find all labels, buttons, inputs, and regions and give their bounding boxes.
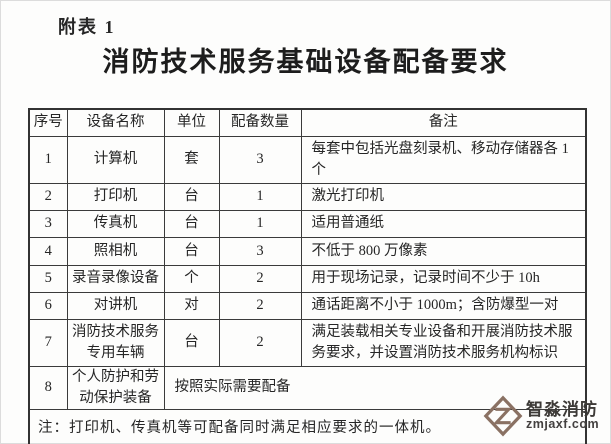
table-row: 3 传真机 台 1 适用普通纸 xyxy=(28,209,587,238)
cell-remark: 不低于 800 万像素 xyxy=(300,236,587,266)
cell-name: 个人防护和劳动保护装备 xyxy=(66,365,165,410)
zmjaxf-logo-icon xyxy=(483,395,523,437)
cell-no: 4 xyxy=(28,236,68,266)
cell-qty: 1 xyxy=(218,209,302,238)
watermark-text: 智淼消防 zmjaxf.com xyxy=(526,399,600,432)
brand-domain: zmjaxf.com xyxy=(526,417,600,432)
table-row: 8 个人防护和劳动保护装备 按照实际需要配备 xyxy=(28,365,587,410)
watermark: 智淼消防 zmjaxf.com xyxy=(482,394,599,438)
cell-remark: 满足装载相关专业设备和开展消防技术服务要求，并设置消防技术服务机构标识 xyxy=(300,318,587,367)
cell-qty: 2 xyxy=(218,264,302,293)
table-row: 1 计算机 套 3 每套中包括光盘刻录机、移动存储器各 1 个 xyxy=(28,135,587,184)
brand-name: 智淼消防 xyxy=(526,399,598,419)
cell-qty: 2 xyxy=(218,318,302,367)
cell-qty: 3 xyxy=(218,236,302,266)
cell-name: 传真机 xyxy=(66,209,165,238)
cell-remark: 用于现场记录，记录时间不少于 10h xyxy=(300,264,587,293)
cell-remark: 激光打印机 xyxy=(300,182,587,211)
appendix-tag: 附表 1 xyxy=(58,17,116,37)
table-row: 6 对讲机 对 2 通话距离不小于 1000m；含防爆型一对 xyxy=(28,291,587,320)
cell-qty: 2 xyxy=(218,291,302,320)
page-title: 消防技术服务基础设备配备要求 xyxy=(102,47,509,77)
table-row: 2 打印机 台 1 激光打印机 xyxy=(28,182,587,211)
cell-qty: 1 xyxy=(218,182,302,211)
cell-merged-remark: 按照实际需要配备 xyxy=(163,365,587,410)
cell-no: 1 xyxy=(28,135,68,184)
cell-no: 2 xyxy=(28,182,68,211)
cell-name: 计算机 xyxy=(66,135,165,184)
cell-remark: 每套中包括光盘刻录机、移动存储器各 1 个 xyxy=(300,135,587,184)
cell-no: 6 xyxy=(28,291,68,320)
table-row: 5 录音录像设备 个 2 用于现场记录，记录时间不少于 10h xyxy=(28,264,587,293)
header-remark: 备注 xyxy=(300,108,587,137)
header-name: 设备名称 xyxy=(66,108,165,137)
cell-name: 消防技术服务专用车辆 xyxy=(66,318,165,367)
cell-no: 8 xyxy=(28,365,68,410)
cell-remark: 适用普通纸 xyxy=(300,209,587,238)
equipment-table: 序号 设备名称 单位 配备数量 备注 1 计算机 套 3 每套中包括光盘刻录机、… xyxy=(28,108,587,444)
cell-name: 打印机 xyxy=(66,182,165,211)
cell-name: 录音录像设备 xyxy=(66,264,165,293)
cell-name: 照相机 xyxy=(66,236,165,266)
header-qty: 配备数量 xyxy=(218,108,302,137)
cell-unit: 台 xyxy=(163,182,220,211)
cell-unit: 台 xyxy=(163,236,220,266)
cell-no: 7 xyxy=(28,318,68,367)
cell-unit: 台 xyxy=(163,318,220,367)
cell-unit: 个 xyxy=(163,264,220,293)
header-no: 序号 xyxy=(28,108,68,137)
cell-unit: 对 xyxy=(163,291,220,320)
cell-remark: 通话距离不小于 1000m；含防爆型一对 xyxy=(300,291,587,320)
cell-no: 5 xyxy=(28,264,68,293)
header-unit: 单位 xyxy=(163,108,220,137)
cell-name: 对讲机 xyxy=(66,291,165,320)
cell-unit: 台 xyxy=(163,209,220,238)
cell-qty: 3 xyxy=(218,135,302,184)
table-row: 7 消防技术服务专用车辆 台 2 满足装载相关专业设备和开展消防技术服务要求，并… xyxy=(28,318,587,367)
table-header-row: 序号 设备名称 单位 配备数量 备注 xyxy=(28,108,587,137)
cell-unit: 套 xyxy=(163,135,220,184)
table-row: 4 照相机 台 3 不低于 800 万像素 xyxy=(28,236,587,266)
cell-no: 3 xyxy=(28,209,68,238)
